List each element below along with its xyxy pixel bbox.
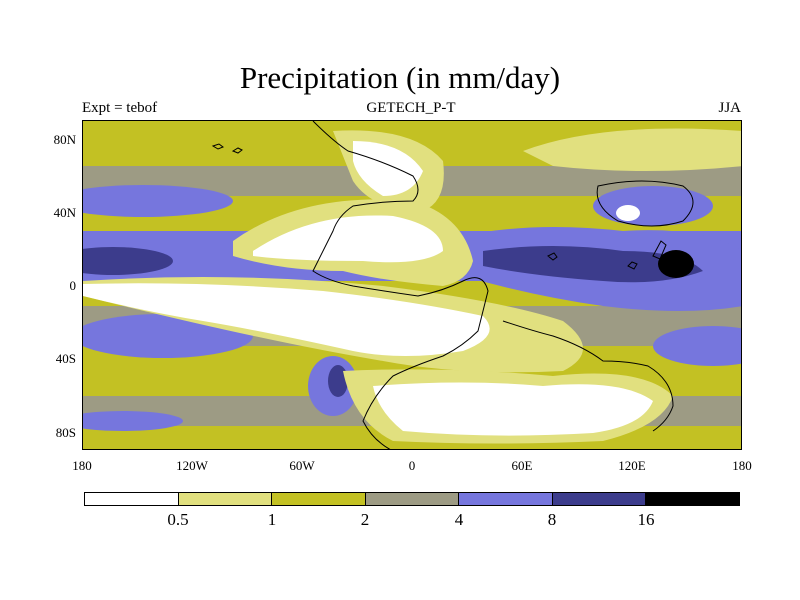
colorbar-swatch-6 bbox=[646, 493, 740, 505]
patch-north-light bbox=[523, 128, 741, 171]
colorbar-swatch-2 bbox=[272, 493, 366, 505]
patch-tethys-very-wet bbox=[483, 246, 703, 283]
coastline-islands bbox=[211, 143, 667, 270]
coastline-pangaea bbox=[312, 121, 674, 449]
coastline-northeast-basin bbox=[596, 180, 694, 227]
lat-tick-40s: 40S bbox=[55, 351, 76, 366]
colorbar-label-4: 8 bbox=[547, 510, 557, 529]
patch-west-very-wet bbox=[83, 247, 173, 275]
patch-pangaea-dry-south bbox=[83, 283, 490, 356]
patch-gondwana-dry bbox=[373, 382, 653, 436]
patch-west-wet-north bbox=[83, 185, 233, 217]
lat-tick-80s: 80S bbox=[55, 425, 76, 440]
map-title: Precipitation (in mm/day) bbox=[239, 60, 561, 95]
lat-tick-80n: 80N bbox=[53, 132, 76, 147]
lon-tick-120w: 120W bbox=[176, 458, 208, 473]
colorbar-label-5: 16 bbox=[637, 510, 655, 529]
precipitation-map bbox=[82, 120, 742, 450]
lat-tick-40n: 40N bbox=[53, 205, 76, 220]
patch-northeast-wet bbox=[593, 186, 713, 226]
lon-tick-180w: 180 bbox=[72, 458, 92, 473]
dataset-label: GETECH_P-T bbox=[366, 100, 456, 116]
colorbar-label-1: 1 bbox=[267, 510, 277, 529]
experiment-label: Expt = tebof bbox=[82, 100, 158, 116]
colorbar-swatch-3 bbox=[365, 493, 460, 505]
patch-northeast-dry bbox=[616, 205, 640, 221]
lon-tick-0: 0 bbox=[408, 458, 416, 473]
patch-north-pangaea-dry bbox=[353, 141, 423, 196]
season-label: JJA bbox=[718, 100, 741, 116]
colorbar-label-0: 0.5 bbox=[167, 510, 189, 529]
colorbar-swatch-4 bbox=[459, 493, 553, 505]
patch-tethys-max bbox=[658, 250, 694, 278]
patch-southeast-wet bbox=[653, 326, 741, 366]
patch-pangaea-dry-north bbox=[253, 215, 443, 263]
lat-tick-0: 0 bbox=[69, 278, 77, 293]
patch-far-south-wet bbox=[83, 411, 183, 431]
map-canvas bbox=[83, 121, 741, 449]
lon-tick-120e: 120E bbox=[618, 458, 646, 473]
patch-southwest-core bbox=[328, 365, 348, 397]
colorbar-label-2: 2 bbox=[360, 510, 370, 529]
colorbar-swatch-5 bbox=[552, 493, 647, 505]
colorbar-label-3: 4 bbox=[454, 510, 464, 529]
lon-tick-180e: 180 bbox=[732, 458, 752, 473]
colorbar-swatch-0 bbox=[85, 493, 179, 505]
colorbar bbox=[84, 492, 740, 506]
lon-tick-60w: 60W bbox=[289, 458, 315, 473]
colorbar-swatch-1 bbox=[178, 493, 273, 505]
lon-tick-60e: 60E bbox=[511, 458, 533, 473]
